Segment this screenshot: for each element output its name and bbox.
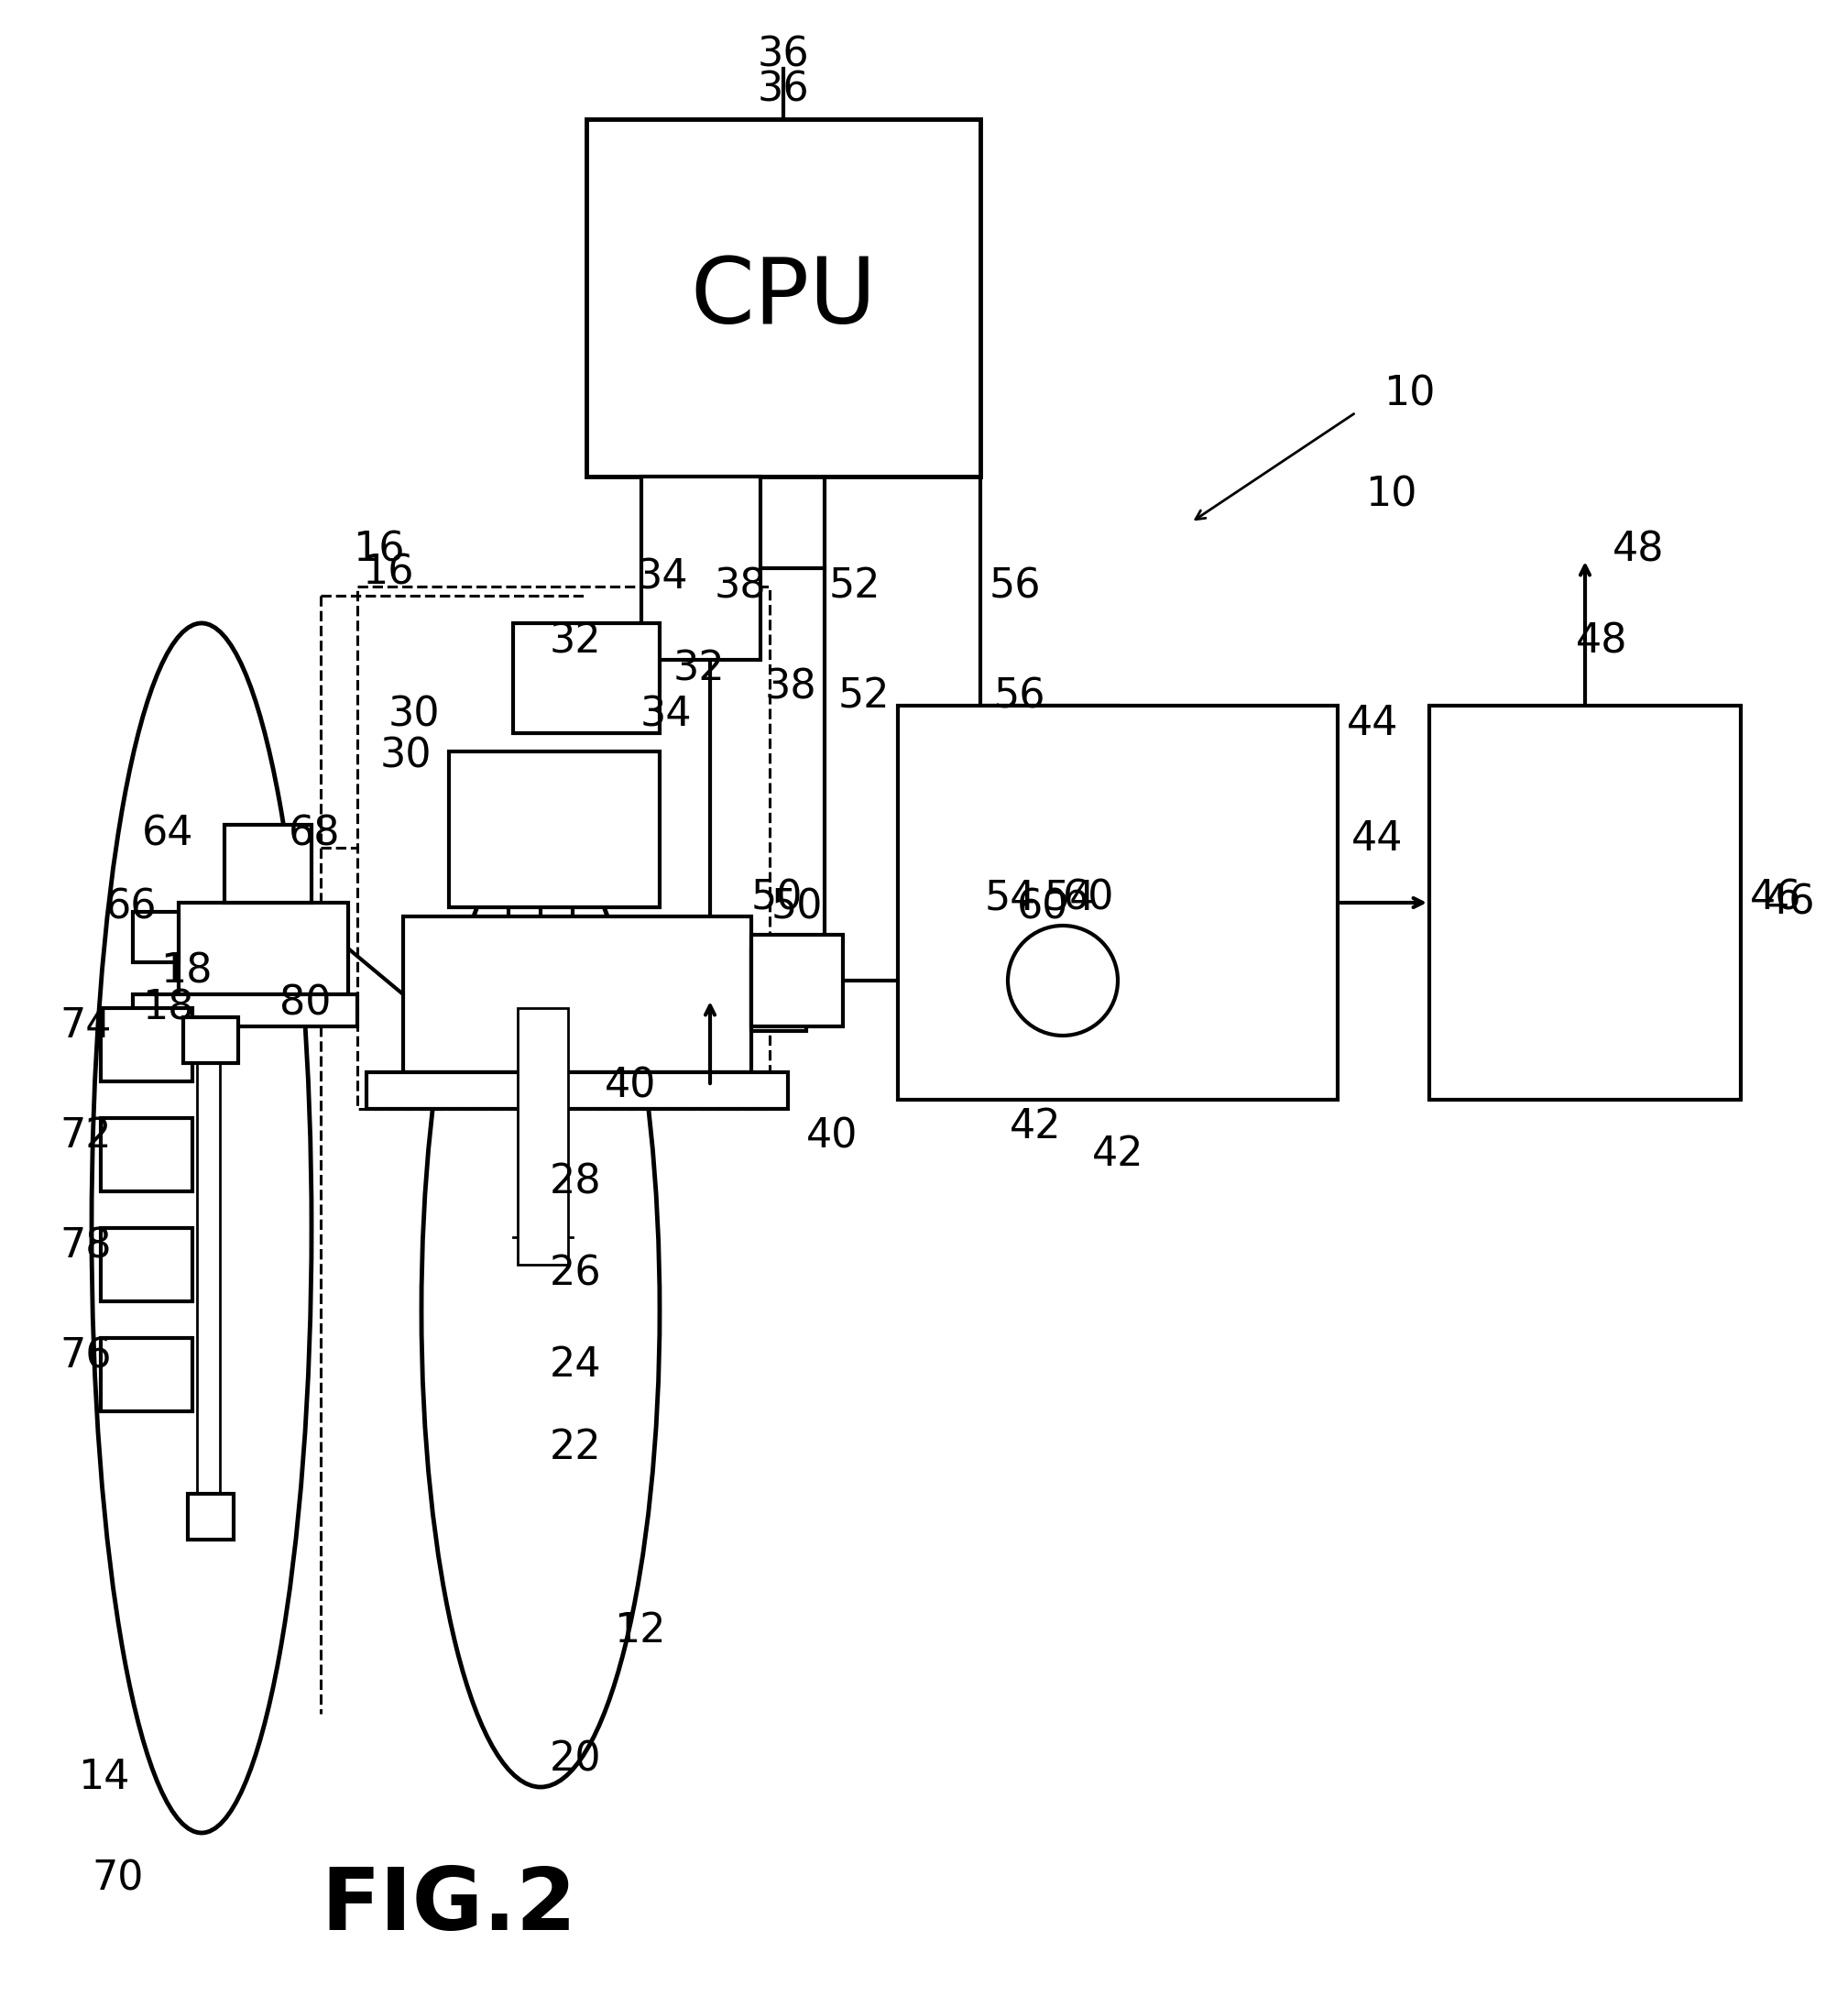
Bar bbox=[133, 994, 357, 1026]
Text: 16: 16 bbox=[362, 553, 414, 593]
Text: 30: 30 bbox=[388, 695, 440, 735]
Text: 18: 18 bbox=[142, 988, 194, 1028]
Text: 40: 40 bbox=[806, 1116, 857, 1156]
Text: 32: 32 bbox=[549, 623, 602, 661]
Text: 32: 32 bbox=[673, 649, 726, 689]
Bar bbox=[133, 912, 179, 962]
Bar bbox=[752, 948, 806, 1032]
Bar bbox=[752, 934, 843, 1026]
Text: 60: 60 bbox=[1063, 878, 1114, 918]
Text: 36: 36 bbox=[758, 70, 809, 110]
Text: 56: 56 bbox=[994, 677, 1046, 717]
Text: 18: 18 bbox=[161, 952, 213, 992]
Bar bbox=[514, 623, 660, 733]
Text: 44: 44 bbox=[1347, 705, 1399, 745]
Text: 36: 36 bbox=[758, 36, 809, 74]
Bar bbox=[188, 1493, 233, 1539]
Text: 54: 54 bbox=[985, 878, 1037, 918]
Bar bbox=[366, 1072, 787, 1110]
Bar bbox=[183, 1018, 238, 1064]
Bar bbox=[403, 916, 752, 1072]
Text: 48: 48 bbox=[1613, 531, 1665, 569]
Bar bbox=[224, 824, 312, 902]
Text: 12: 12 bbox=[614, 1611, 665, 1651]
Text: 42: 42 bbox=[1009, 1108, 1061, 1148]
Text: CPU: CPU bbox=[689, 253, 876, 341]
Text: 56: 56 bbox=[989, 567, 1040, 607]
Bar bbox=[586, 120, 979, 477]
Text: 44: 44 bbox=[1351, 818, 1403, 858]
Bar bbox=[357, 587, 769, 1110]
Bar bbox=[102, 1228, 192, 1301]
Bar bbox=[1429, 707, 1741, 1100]
Text: 20: 20 bbox=[549, 1741, 602, 1778]
Text: 14: 14 bbox=[78, 1758, 129, 1798]
Text: 40: 40 bbox=[604, 1066, 656, 1106]
Bar bbox=[641, 477, 761, 661]
Text: 38: 38 bbox=[715, 567, 767, 607]
Bar bbox=[102, 1337, 192, 1411]
Text: FIG.2: FIG.2 bbox=[322, 1864, 577, 1948]
Text: 78: 78 bbox=[59, 1228, 111, 1265]
Text: 48: 48 bbox=[1576, 623, 1628, 661]
Text: 22: 22 bbox=[549, 1429, 602, 1467]
Text: 72: 72 bbox=[59, 1116, 111, 1156]
Text: 54: 54 bbox=[1044, 878, 1096, 918]
Text: 52: 52 bbox=[839, 677, 891, 717]
Text: 10: 10 bbox=[1384, 375, 1436, 413]
Text: 46: 46 bbox=[1763, 882, 1815, 922]
Text: 42: 42 bbox=[1092, 1136, 1144, 1174]
Text: 38: 38 bbox=[765, 667, 817, 707]
Text: 50: 50 bbox=[771, 888, 822, 926]
Text: 66: 66 bbox=[105, 888, 157, 926]
Text: 16: 16 bbox=[353, 531, 405, 569]
Text: 34: 34 bbox=[638, 557, 689, 597]
Text: 80: 80 bbox=[279, 984, 331, 1024]
Text: 74: 74 bbox=[59, 1006, 111, 1046]
Text: 24: 24 bbox=[549, 1345, 602, 1385]
Bar bbox=[449, 750, 660, 908]
Text: 26: 26 bbox=[549, 1253, 602, 1293]
Text: 34: 34 bbox=[639, 695, 691, 735]
Text: 68: 68 bbox=[288, 814, 340, 854]
Text: 70: 70 bbox=[92, 1858, 144, 1898]
Bar bbox=[102, 1008, 192, 1082]
Text: 64: 64 bbox=[142, 814, 194, 854]
Text: 46: 46 bbox=[1750, 878, 1802, 918]
Bar bbox=[963, 934, 1053, 1026]
Text: 50: 50 bbox=[752, 878, 804, 918]
Text: 52: 52 bbox=[830, 567, 881, 607]
Bar bbox=[517, 1008, 567, 1265]
Text: 28: 28 bbox=[549, 1162, 602, 1202]
Text: 60: 60 bbox=[1016, 888, 1068, 926]
Text: 76: 76 bbox=[59, 1337, 111, 1375]
Circle shape bbox=[1007, 926, 1118, 1036]
Bar bbox=[102, 1118, 192, 1192]
Text: 10: 10 bbox=[1366, 475, 1417, 515]
Text: 30: 30 bbox=[381, 737, 432, 776]
Bar bbox=[179, 902, 347, 994]
Bar bbox=[898, 707, 1338, 1100]
